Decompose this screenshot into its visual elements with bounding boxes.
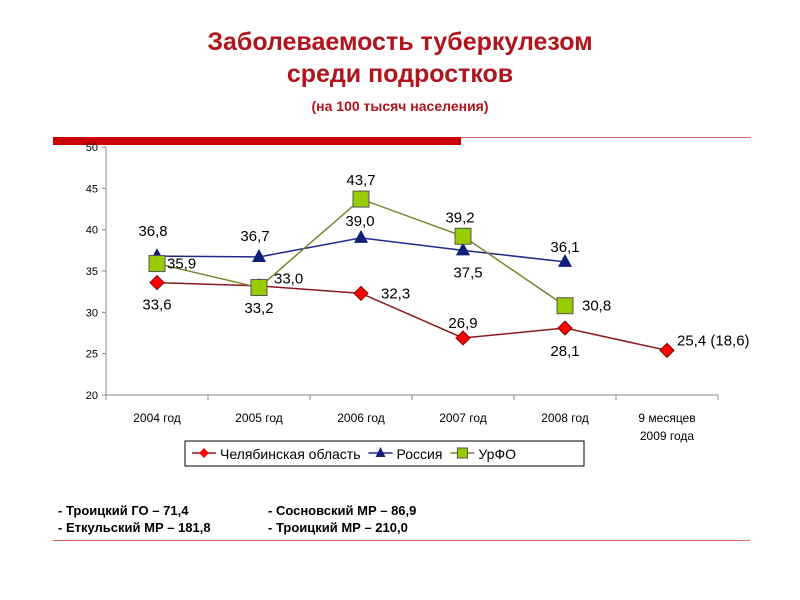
data-label: 33,0 bbox=[274, 271, 303, 288]
data-point-square bbox=[556, 297, 574, 315]
x-tick-label: 2006 год bbox=[337, 411, 385, 425]
slide-subtitle: (на 100 тысяч населения) bbox=[311, 98, 489, 114]
legend-marker-triangle bbox=[375, 447, 386, 457]
data-point-square bbox=[148, 255, 166, 273]
legend-label: Челябинская область bbox=[220, 446, 361, 462]
data-label: 36,1 bbox=[550, 239, 579, 256]
footnote-4: - Троицкий МР – 210,0 bbox=[268, 520, 408, 535]
y-tick-label: 40 bbox=[86, 225, 98, 237]
series-2 bbox=[148, 190, 574, 315]
data-label: 26,9 bbox=[448, 315, 477, 332]
data-point-square bbox=[454, 227, 472, 245]
footnote-2: - Сосновский МР – 86,9 bbox=[268, 503, 417, 518]
data-label: 36,7 bbox=[240, 228, 269, 245]
data-point-diamond bbox=[149, 274, 165, 291]
data-label: 25,4 (18,6) bbox=[677, 332, 750, 349]
legend: Челябинская область Россия УрФО bbox=[184, 440, 585, 467]
y-tick-label: 35 bbox=[86, 266, 98, 278]
x-tick-label: 2009 года bbox=[640, 429, 695, 443]
y-tick-label: 25 bbox=[86, 349, 98, 361]
legend-marker-diamond bbox=[199, 448, 209, 458]
x-tick-label: 2008 год bbox=[541, 411, 589, 425]
slide-title-line1: Заболеваемость туберкулезом bbox=[207, 28, 593, 56]
footnote-1: - Троицкий ГО – 71,4 bbox=[58, 503, 189, 518]
data-label: 37,5 bbox=[453, 264, 482, 281]
data-label: 43,7 bbox=[346, 172, 375, 189]
data-point-triangle bbox=[456, 242, 470, 256]
x-tick-label: 2007 год bbox=[439, 411, 487, 425]
data-label: 39,2 bbox=[445, 209, 474, 226]
data-label: 33,2 bbox=[244, 300, 273, 317]
data-point-diamond bbox=[557, 320, 573, 336]
data-label: 35,9 bbox=[167, 256, 196, 273]
legend-label: Россия bbox=[397, 446, 443, 462]
data-point-diamond bbox=[353, 285, 369, 302]
data-point-triangle bbox=[354, 229, 368, 243]
series-line bbox=[156, 281, 668, 352]
data-point-square bbox=[250, 279, 268, 297]
data-point-triangle bbox=[252, 248, 266, 262]
footnote-3: - Еткульский МР – 181,8 bbox=[58, 520, 211, 535]
data-label: 39,0 bbox=[345, 213, 374, 230]
red-accent-bar bbox=[53, 137, 461, 145]
data-point-triangle bbox=[558, 253, 572, 267]
data-point-square bbox=[352, 190, 370, 208]
y-tick-label: 30 bbox=[86, 307, 98, 319]
data-label: 30,8 bbox=[582, 298, 611, 315]
slide-title-line2: среди подростков bbox=[286, 60, 514, 88]
x-tick-label: 9 месяцев bbox=[638, 411, 695, 425]
data-label: 33,6 bbox=[142, 297, 171, 314]
x-tick-label: 2005 год bbox=[235, 411, 283, 425]
legend-label: УрФО bbox=[478, 446, 516, 462]
data-label: 32,3 bbox=[381, 285, 410, 302]
data-label: 28,1 bbox=[550, 343, 579, 360]
bottom-divider-line bbox=[53, 540, 750, 541]
series-1 bbox=[150, 229, 572, 267]
data-point-diamond bbox=[659, 342, 675, 359]
data-point-diamond bbox=[455, 330, 471, 346]
legend-marker-square bbox=[456, 447, 468, 459]
y-tick-label: 50 bbox=[86, 142, 98, 154]
x-tick-label: 2004 год bbox=[133, 411, 181, 425]
data-label: 36,8 bbox=[138, 223, 167, 240]
y-tick-label: 20 bbox=[86, 390, 98, 402]
divider-line bbox=[461, 137, 751, 138]
y-tick-label: 45 bbox=[86, 183, 98, 195]
series-0 bbox=[149, 274, 675, 359]
